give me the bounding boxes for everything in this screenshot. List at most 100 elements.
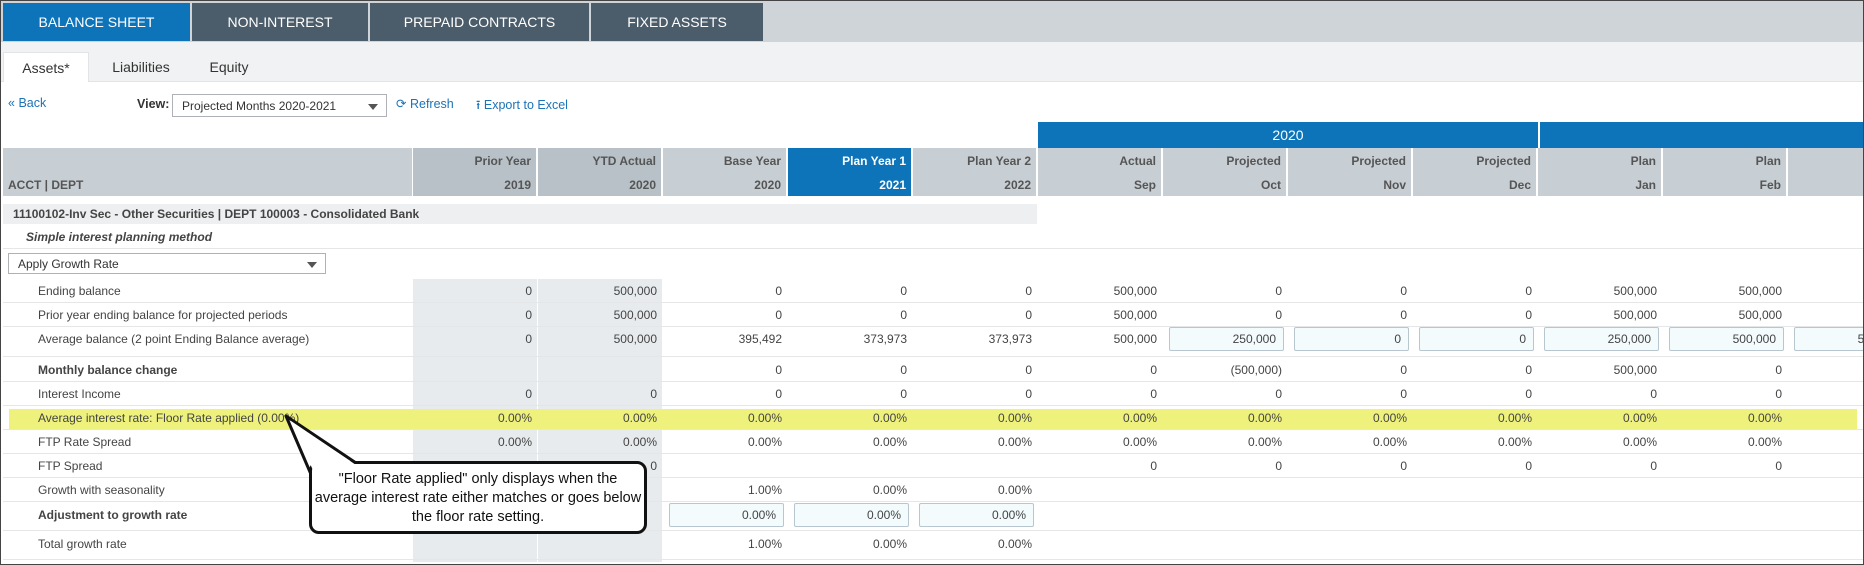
cell-input[interactable]: 250,000 [1169,327,1284,351]
cell-value: 500,000 [613,308,657,322]
back-label: Back [18,96,47,110]
cell-input[interactable]: 0 [1419,327,1534,351]
column-header-label: Prior Year [474,154,531,168]
column-header-period: Jan [1635,178,1656,192]
cell-value: 500,000 [1613,308,1657,322]
column-header: Base Year 2020 [663,148,787,196]
column-header-period: 2020 [629,178,656,192]
refresh-icon: ⟳ [396,97,407,111]
row-label: Total growth rate [38,537,127,551]
cell-input[interactable]: 0.00% [794,503,909,527]
column-header-label: Base Year [723,154,781,168]
section-title-text: 11100102-Inv Sec - Other Securities | DE… [13,207,420,221]
year-band-2020: 2020 [1038,122,1538,148]
callout-text: "Floor Rate applied" only displays when … [314,471,642,525]
cell-value: 0.00% [622,411,657,425]
subtab-assets[interactable]: Assets* [3,52,89,82]
cell-value: 0 [1650,387,1657,401]
growth-method-select[interactable]: Apply Growth Rate [8,253,326,274]
cell-value: 500,000 [1738,308,1782,322]
column-header-period: Dec [1508,178,1531,192]
tab-prepaid-contracts[interactable]: PREPAID CONTRACTS [370,3,589,41]
column-header-period: Oct [1260,178,1281,192]
row-label: Monthly balance change [38,363,178,377]
cell-value: 0 [775,308,782,322]
column-header-period: Nov [1383,178,1406,192]
row-label: Growth with seasonality [38,483,165,497]
row-label: Ending balance [38,284,121,298]
cell-value: 500,000 [1738,284,1782,298]
cell-value: 0 [1650,459,1657,473]
cell-value: 500,000 [1113,308,1157,322]
cell-input[interactable]: 500,000 [1794,327,1863,351]
subtab-equity[interactable]: Equity [209,59,249,75]
cell-value: 0 [525,387,532,401]
row-divider [3,429,1863,430]
subtab-liabilities[interactable]: Liabilities [112,59,170,75]
cell-value: 0 [1775,459,1782,473]
column-header-label: Plan [1630,154,1656,168]
double-chevron-left-icon: « [8,96,15,110]
row-label: Average interest rate: Floor Rate applie… [38,411,300,425]
column-header: Projected Oct [1163,148,1287,196]
cell-value: 0.00% [1497,411,1532,425]
refresh-button[interactable]: ⟳ Refresh [396,96,454,111]
row-divider [3,356,1863,357]
column-header-label: Plan [1755,154,1781,168]
cell-value: 0 [1275,284,1282,298]
row-label: FTP Rate Spread [38,435,132,449]
tab-balance-sheet[interactable]: BALANCE SHEET [3,3,190,41]
column-header-label: Plan Year 2 [967,154,1031,168]
cell-value: 0.00% [747,435,782,449]
back-link[interactable]: « Back [8,96,46,110]
caret-down-icon [307,261,317,268]
cell-input[interactable]: 0.00% [919,503,1034,527]
cell-value: 0 [775,363,782,377]
tab-fixed-assets[interactable]: FIXED ASSETS [591,3,763,41]
column-header-label: YTD Actual [592,154,656,168]
cell-input[interactable]: 0.00% [669,503,784,527]
cell-value: 395,492 [738,332,782,346]
cell-value: 0.00% [747,411,782,425]
column-header: Plan Feb [1663,148,1787,196]
cell-value: 500,000 [1613,284,1657,298]
cell-value: 0.00% [997,537,1032,551]
cell-value: 0 [1525,387,1532,401]
cell-value: 0 [900,363,907,377]
row-divider [3,453,1863,454]
column-header: Plan Year 1 2021 [788,148,912,196]
cell-value: 0.00% [872,435,907,449]
cell-value: 0 [1525,284,1532,298]
column-header-period: 2019 [504,178,531,192]
cell-value: 0.00% [997,411,1032,425]
cell-value: 500,000 [613,332,657,346]
top-tab-bar: BALANCE SHEET NON-INTEREST PREPAID CONTR… [1,1,1863,42]
row-divider [3,302,1863,303]
row-divider [3,326,1863,327]
cell-value: 0 [900,284,907,298]
cell-value: 0 [1525,308,1532,322]
row-label: Average balance (2 point Ending Balance … [38,332,310,346]
cell-value: 500,000 [1113,284,1157,298]
row-label: Interest Income [38,387,121,401]
growth-method-value: Apply Growth Rate [18,256,119,271]
view-select[interactable]: Projected Months 2020-2021 [172,94,387,117]
cell-value: 0.00% [997,435,1032,449]
column-header: Plan Jan [1538,148,1662,196]
cell-input[interactable]: 0 [1294,327,1409,351]
cell-value: 0.00% [1372,435,1407,449]
row-divider [3,405,1863,406]
export-excel-button[interactable]: ⭱ Export to Excel [476,96,568,117]
sub-tab-bar: Assets* Liabilities Equity [1,42,1863,82]
floor-rate-highlight [9,409,1857,430]
cell-value: 0 [900,308,907,322]
row-divider [3,248,1863,249]
cell-input[interactable]: 500,000 [1669,327,1784,351]
acct-dept-header-label: ACCT | DEPT [8,178,84,192]
cell-value: 0 [650,387,657,401]
cell-input[interactable]: 250,000 [1544,327,1659,351]
tab-non-interest[interactable]: NON-INTEREST [192,3,368,41]
cell-value: 0 [525,332,532,346]
cell-value: 0 [1400,284,1407,298]
